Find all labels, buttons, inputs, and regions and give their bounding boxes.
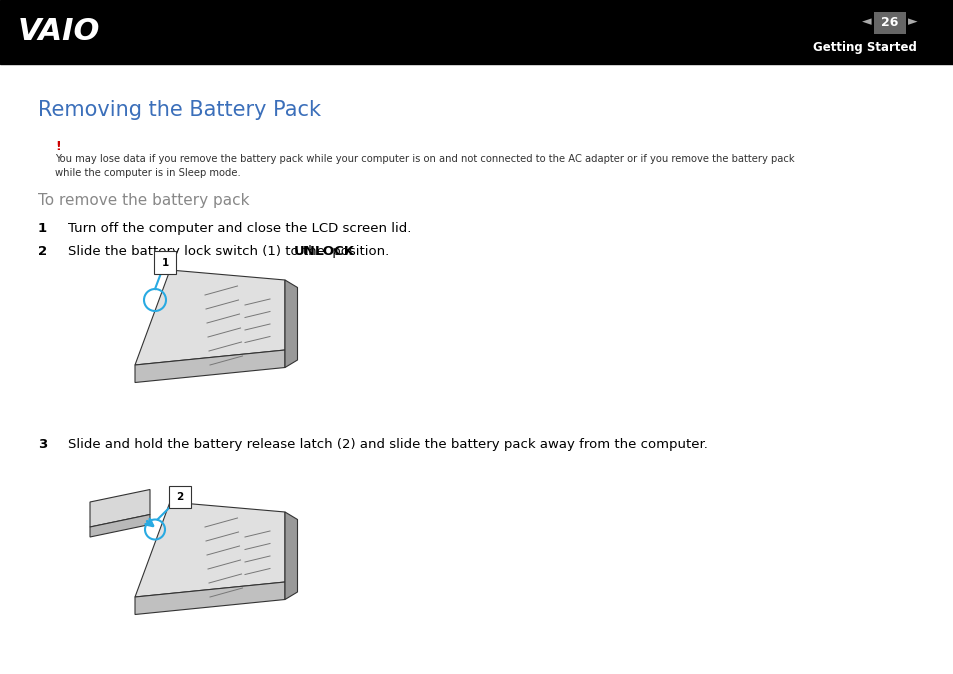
Polygon shape xyxy=(285,280,297,367)
Text: Slide and hold the battery release latch (2) and slide the battery pack away fro: Slide and hold the battery release latch… xyxy=(68,438,707,451)
Text: You may lose data if you remove the battery pack while your computer is on and n: You may lose data if you remove the batt… xyxy=(55,154,794,164)
Text: 3: 3 xyxy=(38,438,48,451)
Text: position.: position. xyxy=(328,245,389,258)
Text: UNLOCK: UNLOCK xyxy=(294,245,355,258)
Polygon shape xyxy=(285,512,297,599)
Bar xyxy=(873,12,905,34)
Text: 1: 1 xyxy=(161,257,169,268)
Polygon shape xyxy=(135,502,285,597)
Text: 26: 26 xyxy=(881,16,898,30)
FancyBboxPatch shape xyxy=(169,486,191,508)
FancyBboxPatch shape xyxy=(153,251,175,274)
Polygon shape xyxy=(135,350,285,383)
Text: To remove the battery pack: To remove the battery pack xyxy=(38,193,250,208)
Text: Removing the Battery Pack: Removing the Battery Pack xyxy=(38,100,320,120)
Polygon shape xyxy=(135,582,285,615)
Polygon shape xyxy=(90,489,150,527)
Polygon shape xyxy=(135,270,285,365)
Text: ◄: ◄ xyxy=(862,16,871,28)
Text: ►: ► xyxy=(907,16,917,28)
Text: VAIO: VAIO xyxy=(18,18,100,47)
Text: !: ! xyxy=(55,140,61,153)
Text: Turn off the computer and close the LCD screen lid.: Turn off the computer and close the LCD … xyxy=(68,222,411,235)
Bar xyxy=(0,0,953,64)
Text: Slide the battery lock switch (1) to the: Slide the battery lock switch (1) to the xyxy=(68,245,329,258)
Polygon shape xyxy=(90,514,150,537)
Text: 2: 2 xyxy=(176,492,183,502)
Text: while the computer is in Sleep mode.: while the computer is in Sleep mode. xyxy=(55,168,240,178)
Text: 2: 2 xyxy=(38,245,47,258)
Text: Getting Started: Getting Started xyxy=(812,40,916,53)
Text: 1: 1 xyxy=(38,222,47,235)
